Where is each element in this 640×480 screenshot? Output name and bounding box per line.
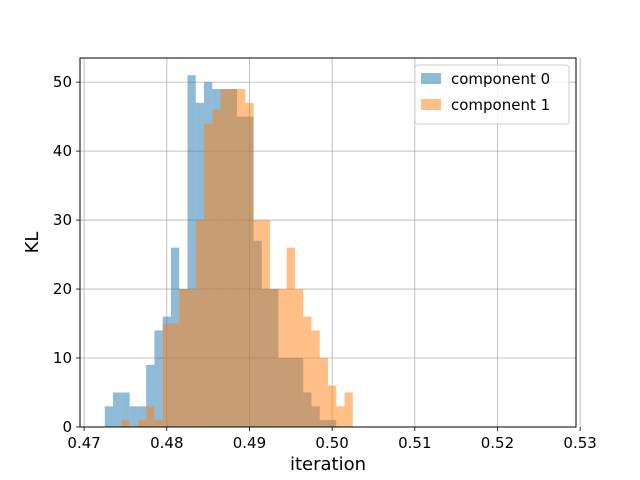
histogram-bar-component-1 bbox=[237, 89, 246, 427]
histogram-bar-component-1 bbox=[319, 358, 328, 427]
legend: component 0 component 1 bbox=[414, 64, 570, 125]
histogram-bar-component-1 bbox=[195, 220, 204, 427]
histogram-bar-component-0 bbox=[121, 392, 130, 427]
legend-label-component-0: component 0 bbox=[451, 70, 550, 88]
y-axis-label: KL bbox=[22, 232, 43, 254]
x-tick-label: 0.49 bbox=[233, 434, 266, 452]
histogram-bar-component-0 bbox=[146, 364, 155, 427]
histogram-bar-component-1 bbox=[286, 247, 295, 427]
y-tick-label: 20 bbox=[53, 280, 72, 298]
histogram-bar-component-0 bbox=[187, 75, 196, 428]
histogram-bar-component-0 bbox=[154, 330, 163, 427]
legend-label-component-1: component 1 bbox=[451, 96, 550, 114]
histogram-bar-component-1 bbox=[212, 109, 221, 427]
histogram-bar-component-1 bbox=[179, 289, 188, 427]
x-tick-label: 0.48 bbox=[150, 434, 183, 452]
y-tick-label: 0 bbox=[62, 418, 72, 436]
histogram-bar-component-1 bbox=[294, 289, 304, 427]
axis-ticks: 0.47 0.48 0.49 0.50 0.51 0.52 0.53 0 10 20 30 40 50 bbox=[53, 73, 597, 452]
y-tick-label: 30 bbox=[53, 211, 72, 229]
x-tick-label: 0.52 bbox=[481, 434, 514, 452]
histogram-bar-component-1 bbox=[154, 420, 163, 427]
histogram-bar-component-1 bbox=[204, 123, 213, 427]
histogram-bar-component-1 bbox=[220, 89, 229, 427]
histogram-bar-component-1 bbox=[270, 289, 279, 427]
x-axis-label: iteration bbox=[290, 454, 366, 475]
histogram-bar-component-0 bbox=[113, 392, 122, 427]
histogram-bars bbox=[104, 75, 353, 428]
legend-box bbox=[414, 64, 570, 125]
histogram-bar-component-0 bbox=[129, 406, 138, 427]
histogram-bar-component-1 bbox=[137, 420, 147, 427]
histogram-bar-component-1 bbox=[311, 330, 320, 427]
x-tick-label: 0.51 bbox=[398, 434, 431, 452]
histogram-bar-component-1 bbox=[336, 406, 345, 427]
histogram-bar-component-1 bbox=[303, 316, 312, 427]
x-tick-label: 0.53 bbox=[563, 434, 596, 452]
y-tick-label: 50 bbox=[53, 73, 72, 91]
histogram-bar-component-0 bbox=[137, 406, 147, 427]
legend-swatch-component-0 bbox=[421, 73, 441, 84]
histogram-bar-component-1 bbox=[146, 406, 155, 427]
histogram-bar-component-1 bbox=[245, 102, 254, 427]
histogram-bar-component-1 bbox=[187, 289, 196, 427]
histogram-bar-component-1 bbox=[228, 89, 238, 427]
histogram-bar-component-1 bbox=[278, 289, 287, 427]
histogram-bar-component-1 bbox=[162, 323, 171, 427]
histogram-bar-component-1 bbox=[170, 323, 180, 427]
histogram-bar-component-1 bbox=[121, 420, 130, 427]
histogram-bar-component-1 bbox=[344, 392, 353, 427]
histogram-bar-component-1 bbox=[253, 220, 262, 427]
histogram-bar-component-1 bbox=[261, 220, 271, 427]
y-tick-label: 40 bbox=[53, 142, 72, 160]
histogram-bar-component-1 bbox=[328, 385, 337, 427]
histogram-bar-component-0 bbox=[104, 406, 114, 427]
x-tick-label: 0.47 bbox=[67, 434, 100, 452]
legend-swatch-component-1 bbox=[421, 99, 441, 110]
plot-frame bbox=[79, 57, 577, 428]
x-tick-label: 0.50 bbox=[315, 434, 348, 452]
y-tick-label: 10 bbox=[53, 349, 72, 367]
